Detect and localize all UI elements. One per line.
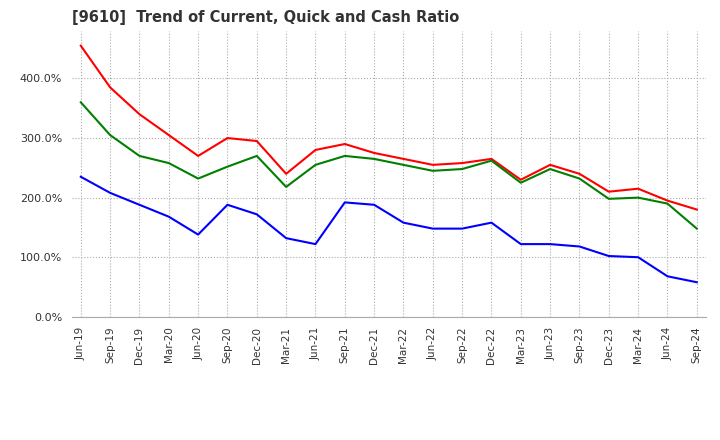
Cash Ratio (575, 244, 584, 249)
Quick Ratio (546, 166, 554, 172)
Quick Ratio (76, 99, 85, 105)
Quick Ratio (341, 153, 349, 158)
Current Ratio (135, 112, 144, 117)
Current Ratio (311, 147, 320, 153)
Cash Ratio (516, 242, 525, 247)
Current Ratio (164, 132, 173, 138)
Quick Ratio (164, 161, 173, 166)
Quick Ratio (575, 176, 584, 181)
Quick Ratio (516, 180, 525, 185)
Cash Ratio (399, 220, 408, 225)
Cash Ratio (223, 202, 232, 207)
Quick Ratio (253, 153, 261, 158)
Current Ratio (282, 171, 290, 176)
Cash Ratio (605, 253, 613, 259)
Cash Ratio (428, 226, 437, 231)
Cash Ratio (693, 279, 701, 285)
Cash Ratio (546, 242, 554, 247)
Cash Ratio (106, 190, 114, 195)
Current Ratio (634, 186, 642, 191)
Current Ratio (487, 156, 496, 161)
Current Ratio (575, 171, 584, 176)
Cash Ratio (487, 220, 496, 225)
Current Ratio (253, 139, 261, 144)
Cash Ratio (341, 200, 349, 205)
Text: [9610]  Trend of Current, Quick and Cash Ratio: [9610] Trend of Current, Quick and Cash … (72, 11, 459, 26)
Current Ratio (428, 162, 437, 168)
Quick Ratio (106, 132, 114, 138)
Quick Ratio (634, 195, 642, 200)
Line: Current Ratio: Current Ratio (81, 46, 697, 209)
Current Ratio (458, 161, 467, 166)
Cash Ratio (194, 232, 202, 237)
Quick Ratio (282, 184, 290, 190)
Quick Ratio (605, 196, 613, 202)
Quick Ratio (370, 156, 379, 161)
Cash Ratio (311, 242, 320, 247)
Current Ratio (516, 177, 525, 183)
Current Ratio (341, 141, 349, 147)
Current Ratio (663, 198, 672, 203)
Quick Ratio (311, 162, 320, 168)
Cash Ratio (458, 226, 467, 231)
Cash Ratio (253, 212, 261, 217)
Quick Ratio (135, 153, 144, 158)
Line: Cash Ratio: Cash Ratio (81, 177, 697, 282)
Cash Ratio (135, 202, 144, 207)
Current Ratio (399, 156, 408, 161)
Line: Quick Ratio: Quick Ratio (81, 102, 697, 229)
Quick Ratio (693, 226, 701, 231)
Current Ratio (106, 85, 114, 90)
Current Ratio (605, 189, 613, 194)
Cash Ratio (663, 274, 672, 279)
Quick Ratio (194, 176, 202, 181)
Quick Ratio (399, 162, 408, 168)
Current Ratio (370, 150, 379, 156)
Cash Ratio (282, 235, 290, 241)
Cash Ratio (634, 255, 642, 260)
Quick Ratio (428, 168, 437, 173)
Quick Ratio (663, 201, 672, 206)
Quick Ratio (223, 164, 232, 169)
Current Ratio (546, 162, 554, 168)
Current Ratio (693, 207, 701, 212)
Cash Ratio (76, 174, 85, 180)
Current Ratio (194, 153, 202, 158)
Current Ratio (223, 136, 232, 141)
Quick Ratio (487, 158, 496, 163)
Cash Ratio (164, 214, 173, 219)
Quick Ratio (458, 166, 467, 172)
Cash Ratio (370, 202, 379, 207)
Current Ratio (76, 43, 85, 48)
